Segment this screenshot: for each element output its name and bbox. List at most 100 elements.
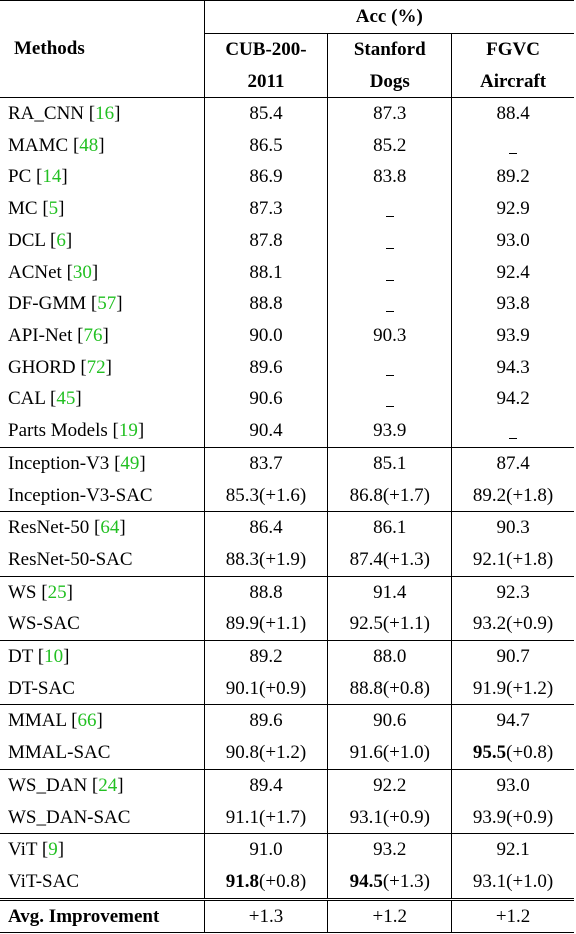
- citation-link: 48: [79, 134, 99, 156]
- aircraft-value: 92.4: [451, 256, 574, 289]
- method-group: RA_CNN [16] 85.4 87.3 88.4 MAMC [48] 86.5 85.2…: [0, 97, 574, 448]
- dogs-header-line2: Dogs: [327, 65, 452, 98]
- method-label: MMAL: [8, 710, 67, 732]
- method-label: MC: [8, 198, 38, 220]
- citation-link: 25: [47, 581, 67, 603]
- dogs-value: 90.3: [327, 320, 452, 352]
- method-name: DCL [6]: [8, 229, 73, 251]
- citation-link: 5: [48, 198, 59, 220]
- dogs-value: 83.8: [327, 161, 452, 194]
- aircraft-value: 93.9: [451, 320, 574, 352]
- method-name: WS_DAN [24]: [0, 768, 205, 802]
- table-row: WS [25] 88.8 91.4 92.3: [0, 575, 574, 609]
- aircraft-value: 88.4: [451, 97, 574, 130]
- aircraft-value: 93.9(+0.9): [451, 801, 574, 834]
- method-label: ViT: [8, 839, 38, 861]
- dogs-value: [327, 193, 452, 225]
- dogs-value: 88.8(+0.8): [327, 672, 452, 705]
- table-row: MC [5] 87.3 92.9: [0, 193, 574, 225]
- method-label: DT: [8, 646, 33, 668]
- method-name: API-Net [76]: [8, 325, 109, 346]
- method-group: DT [10] 89.2 88.0 90.7 DT-SAC 90.1(+0.9) 88.8(…: [0, 640, 574, 705]
- aircraft-header-line2: Aircraft: [451, 65, 574, 98]
- aircraft-value: 94.3: [451, 351, 574, 384]
- acc-header: Acc (%): [203, 0, 574, 34]
- cub-value: 86.4: [203, 511, 328, 544]
- method-group: WS [25] 88.8 91.4 92.3 WS-SAC 89.9(+1.1) 92.5(…: [0, 575, 574, 641]
- missing-value-dash: [385, 279, 394, 281]
- aircraft-value: 91.9(+1.2): [451, 672, 574, 705]
- methods-header: Methods: [0, 0, 205, 98]
- average-improvement-row: Avg. Improvement +1.3 +1.2 +1.2: [0, 897, 574, 934]
- method-name: WS_DAN-SAC: [0, 802, 204, 834]
- table-row: MMAL [66] 89.6 90.6 94.7: [0, 704, 574, 738]
- method-group: MMAL [66] 89.6 90.6 94.7 MMAL-SAC 90.8(+1.2) 9…: [0, 704, 574, 770]
- method-name: MMAL [66]: [0, 704, 205, 738]
- citation-link: 30: [72, 261, 92, 283]
- citation-link: 72: [86, 356, 106, 378]
- best-value: 95.5: [472, 742, 507, 764]
- method-label: DCL: [8, 229, 46, 251]
- aircraft-value: 93.8: [451, 288, 574, 320]
- improvement-delta: (+0.8): [506, 742, 554, 764]
- method-label: Inception-V3: [8, 452, 110, 474]
- method-label: Parts Models: [8, 420, 108, 442]
- aircraft-value: 92.1: [451, 833, 574, 866]
- method-group: ResNet-50 [64] 86.4 86.1 90.3 ResNet-50-SAC 8…: [0, 511, 574, 577]
- cub-value: 88.1: [203, 256, 328, 289]
- avg-dogs: +1.2: [327, 897, 452, 934]
- aircraft-header-line1: FGVC: [451, 33, 574, 66]
- table-row: WS-SAC 89.9(+1.1) 92.5(+1.1) 93.2(+0.9): [0, 608, 574, 641]
- cub-value: 85.4: [203, 97, 328, 130]
- table-row: WS_DAN-SAC 91.1(+1.7) 93.1(+0.9) 93.9(+0.9): [0, 801, 574, 834]
- method-name: RA_CNN [16]: [0, 97, 205, 130]
- dogs-value: 93.1(+0.9): [327, 801, 452, 834]
- citation-link: 24: [98, 774, 118, 796]
- aircraft-value: 95.5(+0.8): [451, 737, 574, 770]
- cub-value: 90.4: [203, 415, 328, 448]
- method-label: ResNet-50: [8, 517, 90, 539]
- table-row: RA_CNN [16] 85.4 87.3 88.4: [0, 97, 574, 130]
- missing-value-dash: [385, 374, 394, 376]
- method-label: API-Net: [8, 325, 73, 346]
- dogs-value: 87.4(+1.3): [327, 543, 452, 577]
- dogs-value: [327, 224, 452, 257]
- aircraft-value: 92.1(+1.8): [451, 543, 574, 577]
- aircraft-value: 93.0: [451, 768, 574, 802]
- method-name: MC [5]: [8, 198, 65, 220]
- table-row: API-Net [76] 90.0 90.3 93.9: [0, 320, 574, 352]
- table-row: MMAL-SAC 90.8(+1.2) 91.6(+1.0) 95.5(+0.8): [0, 737, 574, 770]
- method-label: MMAL-SAC: [8, 742, 111, 764]
- cub-value: 89.6: [203, 704, 328, 738]
- table-row: PC [14] 86.9 83.8 89.2: [0, 161, 574, 194]
- cub-value: 87.3: [203, 193, 328, 225]
- citation-link: 57: [97, 293, 117, 315]
- cub-value: 85.3(+1.6): [203, 479, 328, 512]
- method-name: Inception-V3-SAC: [0, 480, 204, 512]
- table-row: ViT [9] 91.0 93.2 92.1: [0, 833, 574, 866]
- method-name: WS [25]: [0, 575, 205, 609]
- method-label: Inception-V3-SAC: [8, 484, 153, 506]
- cub-value: 90.0: [203, 320, 328, 352]
- method-label: GHORD: [8, 356, 76, 378]
- table-row: Inception-V3 [49] 83.7 85.1 87.4: [0, 446, 574, 480]
- citation-link: 6: [56, 229, 66, 251]
- method-label: WS-SAC: [8, 613, 80, 635]
- dogs-value: [327, 256, 452, 289]
- table-row: MAMC [48] 86.5 85.2: [0, 129, 574, 162]
- aircraft-value: 93.1(+1.0): [451, 865, 574, 900]
- cub-value: 91.8(+0.8): [203, 865, 328, 900]
- method-name: ResNet-50 [64]: [0, 511, 205, 544]
- aircraft-value: 89.2: [451, 161, 574, 194]
- table-row: DT-SAC 90.1(+0.9) 88.8(+0.8) 91.9(+1.2): [0, 672, 574, 705]
- method-name: MMAL-SAC: [0, 737, 204, 769]
- dogs-value: 93.2: [327, 833, 452, 866]
- cub-value: 88.8: [203, 288, 328, 320]
- dogs-value: 86.8(+1.7): [327, 479, 452, 512]
- aircraft-value: 89.2(+1.8): [451, 479, 574, 512]
- average-improvement-section: Avg. Improvement +1.3 +1.2 +1.2: [0, 897, 574, 934]
- aircraft-value: 90.3: [451, 511, 574, 544]
- avg-label: Avg. Improvement: [0, 897, 205, 934]
